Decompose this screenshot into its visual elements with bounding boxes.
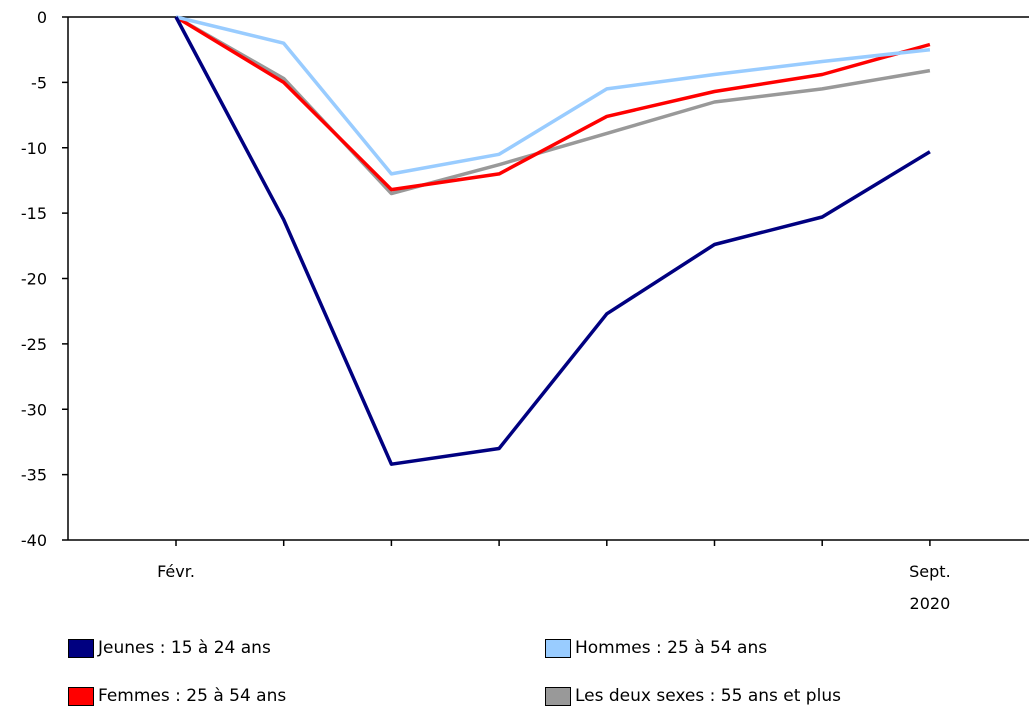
y-tick-label: -25 xyxy=(21,335,47,354)
y-tick-label: -10 xyxy=(21,139,47,158)
series-line-2 xyxy=(175,15,931,192)
y-tick-label: -20 xyxy=(21,270,47,289)
series-line-0 xyxy=(174,16,931,466)
legend-label-hommes: Hommes : 25 à 54 ans xyxy=(575,638,768,658)
legend-label-jeunes: Jeunes : 15 à 24 ans xyxy=(98,638,271,658)
legend-label-55-plus: Les deux sexes : 55 ans et plus xyxy=(575,686,841,706)
series-lines xyxy=(174,15,931,466)
legend-swatch-femmes xyxy=(68,686,94,706)
legend-item-femmes: Femmes : 25 à 54 ans xyxy=(68,686,286,706)
series-line-1 xyxy=(175,15,931,176)
x-tick-label: Févr. xyxy=(157,562,195,581)
line-chart: 0 -5 -10 -15 -20 -25 -30 -35 -40 Févr. Sept. 2020 xyxy=(21,8,1029,613)
y-tick-label: -30 xyxy=(21,400,47,419)
x-axis: Févr. Sept. 2020 xyxy=(68,16,1029,613)
legend-item-jeunes: Jeunes : 15 à 24 ans xyxy=(68,638,271,658)
legend-label-femmes: Femmes : 25 à 54 ans xyxy=(98,686,287,706)
series-line-3 xyxy=(175,15,931,196)
y-tick-label: -15 xyxy=(21,204,47,223)
y-tick-label: 0 xyxy=(37,8,47,27)
y-tick-label: -5 xyxy=(31,73,47,92)
y-tick-label: -40 xyxy=(21,531,47,550)
legend: Jeunes : 15 à 24 ans Hommes : 25 à 54 an… xyxy=(0,630,1029,709)
legend-swatch-hommes xyxy=(545,638,571,658)
x-tick-label: 2020 xyxy=(910,594,951,613)
legend-item-55-plus: Les deux sexes : 55 ans et plus xyxy=(545,686,841,706)
legend-swatch-55-plus xyxy=(545,686,571,706)
legend-item-hommes: Hommes : 25 à 54 ans xyxy=(545,638,767,658)
y-axis: 0 -5 -10 -15 -20 -25 -30 -35 -40 xyxy=(21,8,69,550)
x-tick-label: Sept. xyxy=(909,562,951,581)
y-tick-label: -35 xyxy=(21,466,47,485)
legend-swatch-jeunes xyxy=(68,638,94,658)
